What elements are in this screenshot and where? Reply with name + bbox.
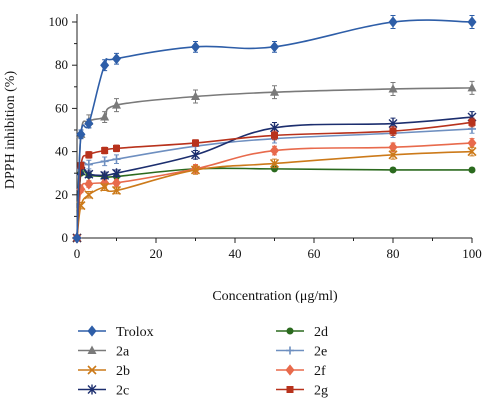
series-line-2b: [76, 150, 473, 239]
data-point: [468, 118, 476, 126]
legend-marker: [286, 346, 294, 355]
legend-label: 2c: [116, 384, 129, 399]
legend-marker: [87, 345, 97, 354]
data-point: [101, 147, 109, 155]
data-point: [72, 232, 82, 244]
x-tick-label: 60: [308, 246, 321, 261]
legend-label: 2g: [314, 384, 328, 399]
series-2g: [73, 117, 476, 242]
series-trolox: [72, 15, 477, 244]
y-tick-label: 100: [49, 14, 69, 29]
y-tick-label: 80: [55, 57, 68, 72]
legend-item-2a: 2a: [78, 345, 130, 360]
data-point: [467, 147, 477, 157]
data-point: [100, 170, 110, 181]
x-tick-label: 80: [387, 246, 400, 261]
plot-area: 0 20 40 60 80 100 0 20 40 60 80 100: [49, 14, 482, 261]
data-point: [468, 166, 476, 174]
legend-item-2g: 2g: [276, 384, 328, 399]
series-2b: [72, 146, 477, 243]
x-tick-label: 0: [74, 246, 81, 261]
data-point: [271, 165, 278, 173]
data-point: [112, 100, 121, 109]
legend-item-2e: 2e: [276, 345, 327, 360]
y-tick-label: 40: [55, 144, 68, 159]
data-point: [388, 16, 398, 28]
data-point: [389, 127, 397, 135]
data-point: [111, 177, 122, 189]
data-point: [100, 182, 110, 192]
data-point: [76, 128, 86, 140]
series-2d: [73, 165, 476, 242]
data-point: [84, 190, 94, 200]
data-point: [85, 151, 93, 159]
legend-label: 2d: [314, 325, 328, 340]
legend-item-2b: 2b: [78, 364, 130, 379]
legend-label: 2b: [116, 364, 130, 379]
data-point: [190, 41, 201, 53]
data-point: [389, 166, 397, 174]
legend-marker: [87, 384, 97, 395]
data-point: [84, 117, 94, 130]
legend-marker: [87, 325, 97, 337]
series-2e: [73, 124, 476, 242]
data-point: [111, 185, 122, 196]
data-point: [112, 155, 121, 164]
legend-marker: [285, 364, 295, 376]
series-line-2d: [76, 167, 473, 239]
legend-marker: [87, 365, 97, 375]
data-point: [270, 87, 279, 96]
x-tick-label: 40: [229, 246, 242, 261]
data-point: [467, 82, 477, 92]
data-point: [84, 160, 93, 169]
data-point: [100, 157, 109, 166]
data-point: [271, 131, 278, 139]
legend-label: 2e: [314, 345, 327, 360]
y-tick-label: 60: [55, 100, 68, 115]
data-point: [84, 169, 94, 180]
data-point: [388, 150, 398, 160]
legend-item-2f: 2f: [276, 364, 326, 379]
x-tick-label: 20: [150, 246, 163, 261]
data-point: [192, 139, 199, 147]
data-point: [269, 144, 280, 157]
data-point: [269, 41, 280, 53]
series-layer: [72, 15, 477, 244]
data-point: [100, 59, 110, 71]
data-point: [190, 165, 201, 175]
legend: Trolox 2a 2b 2c 2d 2e 2f 2g: [78, 325, 328, 399]
legend-label: 2f: [314, 364, 326, 379]
y-axis-title: DPPH inhibition (%): [3, 71, 18, 190]
y-tick-label: 20: [55, 187, 68, 202]
series-line-2g: [76, 121, 473, 239]
series-line-trolox: [76, 19, 473, 239]
data-point: [388, 83, 398, 93]
data-point: [467, 137, 477, 149]
y-tick-label: 0: [62, 230, 69, 245]
legend-item-2c: 2c: [78, 384, 129, 399]
data-point: [112, 168, 121, 179]
data-point: [191, 149, 200, 160]
data-point: [100, 112, 110, 121]
series-line-2f: [76, 142, 473, 239]
data-point: [269, 158, 280, 169]
legend-item-trolox: Trolox: [78, 325, 154, 340]
data-point: [111, 53, 122, 65]
x-axis-title: Concentration (μg/ml): [212, 289, 338, 304]
legend-item-2d: 2d: [276, 325, 328, 340]
x-tick-label: 100: [462, 246, 482, 261]
data-point: [77, 162, 85, 170]
legend-marker: [286, 327, 294, 335]
legend-label: 2a: [116, 345, 130, 360]
legend-marker: [286, 386, 294, 393]
data-point: [191, 91, 200, 101]
data-point: [84, 178, 94, 190]
legend-label: Trolox: [116, 325, 154, 340]
data-point: [467, 16, 477, 28]
data-point: [113, 144, 120, 152]
